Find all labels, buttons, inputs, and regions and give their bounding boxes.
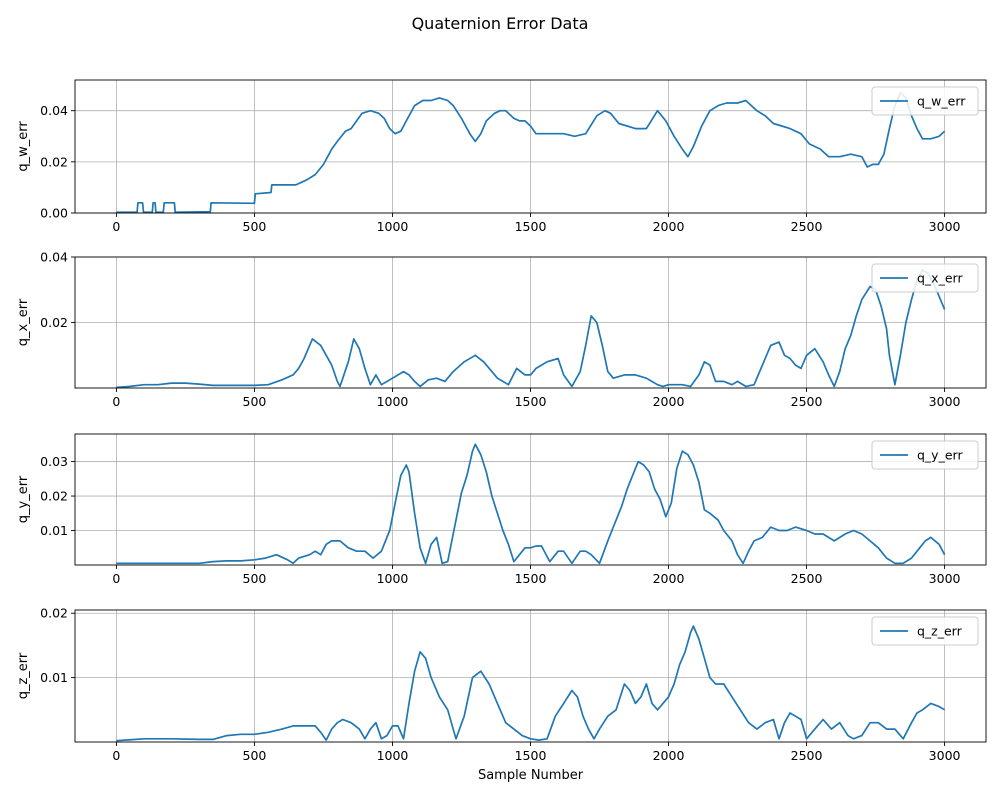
- y-tick-label: 0.02: [40, 606, 68, 621]
- x-axis-label: Sample Number: [477, 768, 584, 783]
- x-tick-label: 2000: [653, 394, 685, 409]
- x-tick-label: 1500: [515, 748, 547, 763]
- series-line-q_w_err: [116, 91, 946, 214]
- y-tick-label: 0.02: [40, 315, 68, 330]
- y-axis-label: q_z_err: [16, 652, 31, 699]
- legend-box: [871, 86, 979, 116]
- legend: q_z_err: [871, 616, 979, 646]
- y-tick-label: 0.03: [40, 454, 68, 469]
- legend-label: q_w_err: [917, 94, 966, 109]
- legend-box: [871, 440, 979, 470]
- legend: q_y_err: [871, 440, 979, 470]
- y-tick-label: 0.01: [40, 670, 68, 685]
- x-tick-label: 500: [243, 394, 267, 409]
- legend-box: [871, 263, 979, 293]
- x-tick-label: 3000: [929, 394, 961, 409]
- y-tick-label: 0.04: [40, 103, 68, 118]
- x-tick-label: 2500: [791, 748, 823, 763]
- x-tick-label: 2000: [653, 219, 685, 234]
- x-tick-label: 1000: [377, 571, 409, 586]
- x-tick-label: 0: [112, 394, 120, 409]
- subplot-1: 0 500 1000 1500 2000 2500 3000 0.00 0.02 0.04 q_w_…: [16, 79, 987, 234]
- legend: q_x_err: [871, 263, 979, 293]
- figure-title: Quaternion Error Data: [411, 14, 589, 33]
- x-tick-label: 2500: [791, 571, 823, 586]
- legend-label: q_x_err: [917, 271, 963, 286]
- x-tick-label: 1500: [515, 394, 547, 409]
- x-tick-label: 2000: [653, 748, 685, 763]
- subplot-2: 0 500 1000 1500 2000 2500 30000.020.04q_x_errq…: [16, 250, 987, 409]
- y-tick-label: 0.01: [40, 523, 68, 538]
- x-tick-label: 2500: [791, 219, 823, 234]
- y-axis-label: q_x_err: [16, 298, 31, 346]
- x-tick-label: 500: [243, 571, 267, 586]
- x-tick-label: 0: [112, 219, 120, 234]
- y-axis-label: q_w_err: [16, 121, 31, 172]
- x-tick-label: 1000: [377, 219, 409, 234]
- x-tick-label: 3000: [929, 748, 961, 763]
- x-tick-label: 1500: [515, 571, 547, 586]
- y-tick-label: 0.04: [40, 250, 68, 265]
- x-tick-label: 1000: [377, 748, 409, 763]
- y-tick-label: 0.02: [40, 154, 68, 169]
- x-tick-label: 3000: [929, 571, 961, 586]
- series-line-q_x_err: [116, 269, 946, 389]
- x-tick-label: 3000: [929, 219, 961, 234]
- legend-box: [871, 616, 979, 646]
- x-tick-label: 1000: [377, 394, 409, 409]
- y-axis-label: q_y_err: [16, 475, 31, 523]
- x-tick-label: 0: [112, 571, 120, 586]
- legend: q_w_err: [871, 86, 979, 116]
- series-line-q_z_err: [116, 625, 946, 742]
- series-line-q_y_err: [116, 443, 946, 565]
- y-tick-label: 0.02: [40, 489, 68, 504]
- subplot-4: 0 500 1000 1500 2000 2500 30000.010.02q_z_errq…: [16, 606, 987, 763]
- legend-label: q_y_err: [917, 448, 963, 463]
- x-tick-label: 2500: [791, 394, 823, 409]
- x-tick-label: 1500: [515, 219, 547, 234]
- y-tick-label: 0.00: [40, 206, 68, 221]
- subplot-3: 0 500 1000 1500 2000 2500 3000 0.01 0.02 0.03 q_y_…: [16, 433, 987, 586]
- x-tick-label: 500: [243, 219, 267, 234]
- x-tick-label: 0: [112, 748, 120, 763]
- x-tick-label: 500: [243, 748, 267, 763]
- legend-label: q_z_err: [917, 624, 963, 639]
- x-tick-label: 2000: [653, 571, 685, 586]
